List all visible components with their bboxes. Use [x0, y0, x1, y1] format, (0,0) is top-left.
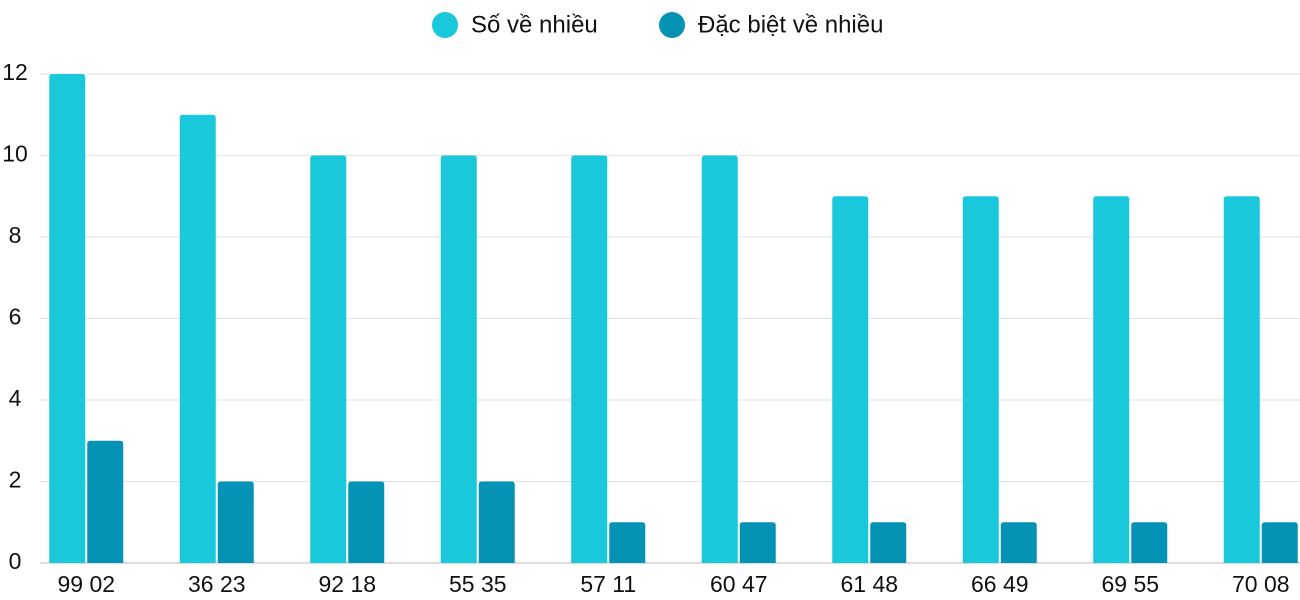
- y-tick-label: 12: [2, 59, 28, 85]
- x-tick-label: 36 23: [188, 571, 246, 597]
- legend-label: Số về nhiều: [471, 11, 598, 38]
- bar: [310, 155, 347, 563]
- y-tick-label: 10: [2, 141, 28, 167]
- x-tick-label: 69 55: [1101, 571, 1159, 597]
- bar: [179, 114, 216, 563]
- x-tick-label: 57 11: [580, 571, 636, 597]
- bar: [1000, 522, 1037, 563]
- bar: [440, 155, 477, 563]
- bar: [478, 481, 515, 563]
- y-tick-label: 8: [9, 222, 22, 248]
- y-tick-label: 6: [9, 304, 22, 330]
- bar: [870, 522, 907, 563]
- bar: [1223, 196, 1260, 563]
- bar: [701, 155, 738, 563]
- bar: [1131, 522, 1168, 563]
- legend-marker: [432, 12, 458, 38]
- bar: [217, 481, 254, 563]
- y-tick-label: 0: [9, 548, 22, 574]
- bar: [739, 522, 776, 563]
- bar: [962, 196, 999, 563]
- bar: [49, 74, 86, 563]
- x-tick-label: 70 08: [1232, 571, 1290, 597]
- bar: [87, 440, 124, 563]
- bar: [832, 196, 869, 563]
- bar: [348, 481, 385, 563]
- x-tick-label: 61 48: [840, 571, 898, 597]
- x-tick-label: 55 35: [449, 571, 507, 597]
- bar: [1261, 522, 1298, 563]
- bar: [1093, 196, 1130, 563]
- y-tick-label: 2: [9, 467, 22, 493]
- y-tick-label: 4: [9, 385, 22, 411]
- x-tick-label: 66 49: [971, 571, 1029, 597]
- x-tick-label: 99 02: [57, 571, 115, 597]
- bar: [571, 155, 608, 563]
- x-tick-label: 92 18: [318, 571, 376, 597]
- x-tick-label: 60 47: [710, 571, 768, 597]
- legend-marker: [659, 12, 685, 38]
- bar: [609, 522, 646, 563]
- legend-label: Đặc biệt về nhiều: [698, 11, 883, 38]
